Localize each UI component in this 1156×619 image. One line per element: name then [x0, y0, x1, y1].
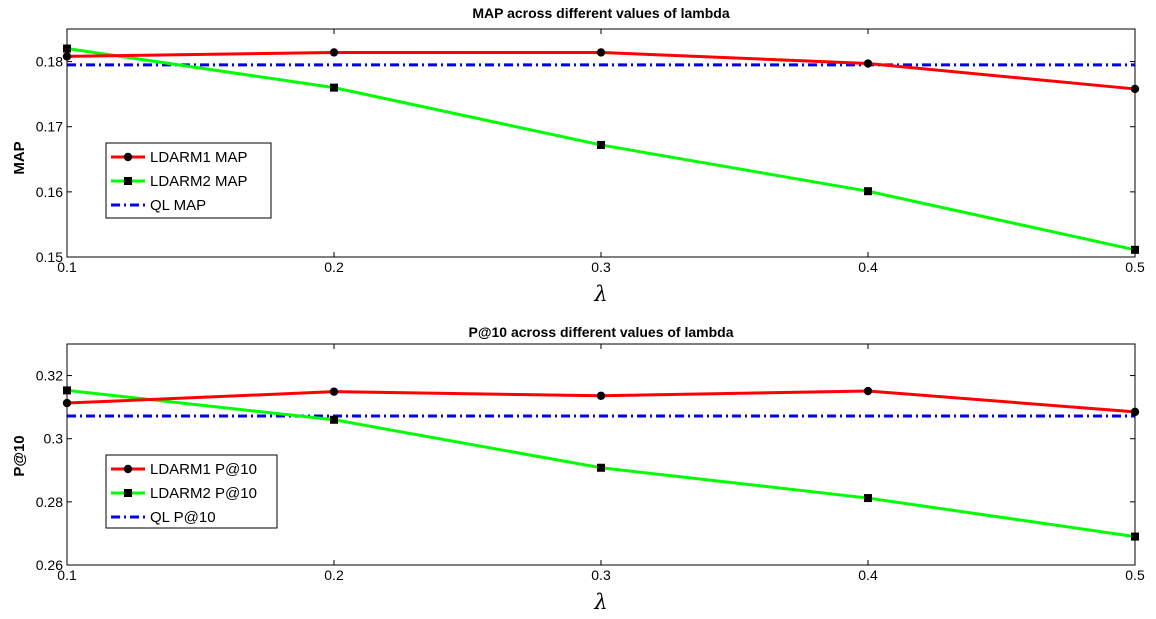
legend-entry-ldarm1: LDARM1 MAP	[111, 149, 248, 166]
p10-chart: P@10 across different values of lambda P…	[11, 324, 1145, 614]
x-tick-label: 0.3	[591, 567, 611, 583]
data-point	[596, 391, 606, 400]
legend-entry-ql: QL MAP	[111, 197, 206, 214]
x-tick-label: 0.4	[858, 259, 878, 275]
legend: LDARM1 P@10 LDARM2 P@10 QL P@10	[105, 454, 278, 529]
data-point	[329, 387, 339, 396]
x-tick-label: 0.5	[1125, 259, 1145, 275]
x-axis-label: λ	[593, 282, 607, 306]
data-point	[597, 140, 605, 149]
axis-ticks: 0.1 0.2 0.3 0.4 0.5 0.26 0.28 0.3 0.32	[36, 344, 1145, 583]
legend-label: QL P@10	[150, 509, 216, 526]
data-point	[330, 83, 338, 92]
series-layer	[62, 386, 1140, 541]
x-tick-label: 0.2	[324, 567, 344, 583]
x-tick-label: 0.1	[57, 259, 77, 275]
y-tick-label: 0.15	[36, 249, 63, 265]
legend-entry-ldarm1: LDARM1 P@10	[111, 461, 257, 478]
data-point	[864, 494, 872, 503]
legend-entry-ldarm2: LDARM2 P@10	[111, 485, 257, 502]
y-tick-label: 0.16	[36, 184, 63, 200]
x-tick-label: 0.5	[1125, 567, 1145, 583]
legend-marker	[123, 464, 133, 474]
y-tick-label: 0.18	[36, 54, 63, 70]
data-point	[329, 48, 339, 57]
map-chart: MAP across different values of lambda MA…	[11, 5, 1145, 306]
legend-marker	[124, 177, 132, 185]
y-tick-label: 0.26	[36, 557, 63, 573]
chart-title: P@10 across different values of lambda	[469, 324, 734, 340]
legend-label: QL MAP	[150, 197, 206, 214]
legend-label: LDARM1 MAP	[150, 149, 248, 166]
y-axis-label: MAP	[11, 141, 28, 174]
y-tick-label: 0.17	[36, 119, 63, 135]
legend-label: LDARM2 P@10	[150, 485, 257, 502]
data-point	[330, 415, 338, 424]
data-point	[863, 59, 873, 68]
legend-entry-ql: QL P@10	[111, 509, 216, 526]
legend-label: LDARM1 P@10	[150, 461, 257, 478]
series-ldarm1-map	[62, 48, 1140, 94]
y-tick-label: 0.32	[36, 368, 63, 384]
y-axis-label: P@10	[11, 435, 28, 476]
legend-entry-ldarm2: LDARM2 MAP	[111, 173, 248, 190]
x-tick-label: 0.3	[591, 259, 611, 275]
data-point	[863, 386, 873, 396]
x-tick-label: 0.1	[57, 567, 77, 583]
axes-box	[66, 343, 1136, 566]
legend-label: LDARM2 MAP	[150, 173, 248, 190]
axes-box	[66, 28, 1136, 258]
axis-ticks: 0.1 0.2 0.3 0.4 0.5 0.15 0.16 0.17 0.18	[36, 29, 1145, 275]
x-axis-label: λ	[593, 590, 607, 614]
x-tick-label: 0.2	[324, 259, 344, 275]
y-tick-label: 0.3	[44, 431, 64, 447]
x-tick-label: 0.4	[858, 567, 878, 583]
data-point	[864, 187, 872, 196]
chart-title: MAP across different values of lambda	[472, 5, 729, 21]
legend-marker	[124, 489, 132, 497]
series-layer	[62, 44, 1140, 254]
legend-marker	[123, 152, 133, 162]
series-ldarm1-p-10	[62, 386, 1140, 417]
data-point	[596, 48, 606, 57]
data-point	[597, 463, 605, 472]
legend: LDARM1 MAP LDARM2 MAP QL MAP	[105, 142, 272, 219]
y-tick-label: 0.28	[36, 494, 63, 510]
